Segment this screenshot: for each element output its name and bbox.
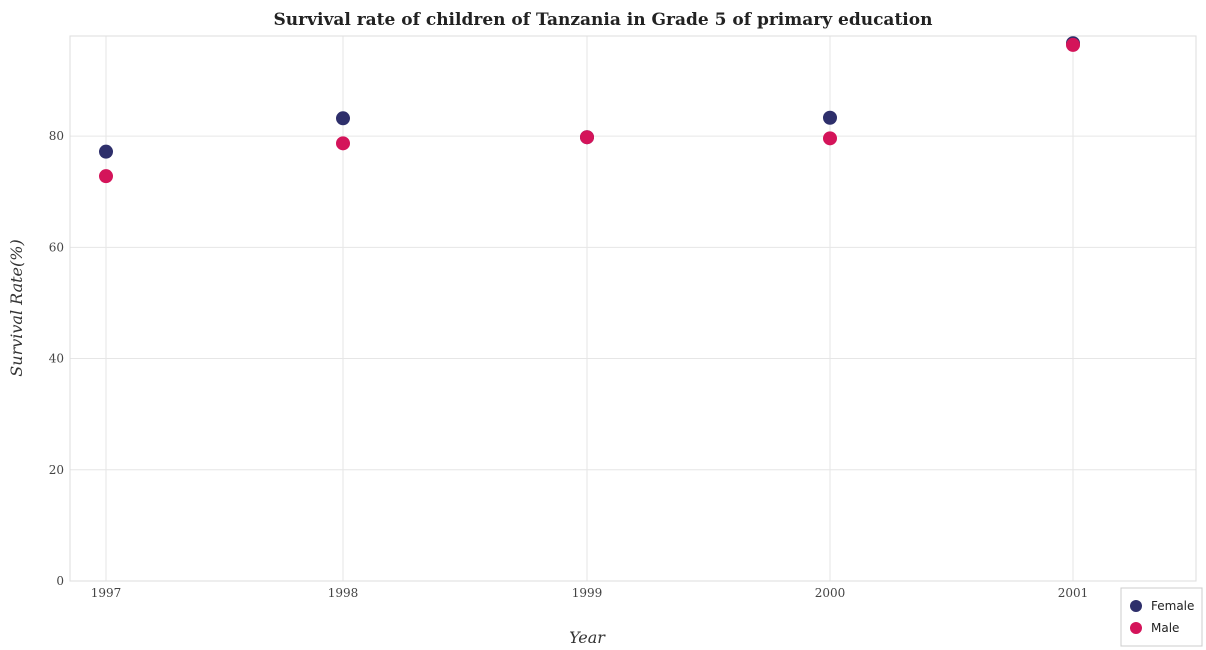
data-point-male-1999 bbox=[580, 130, 594, 145]
y-tick-label: 80 bbox=[49, 129, 64, 143]
data-point-female-2000 bbox=[823, 110, 837, 125]
x-tick-label: 2000 bbox=[815, 586, 846, 600]
data-point-male-1998 bbox=[336, 136, 350, 151]
x-axis-label: Year bbox=[569, 628, 606, 647]
legend-label-male: Male bbox=[1151, 621, 1179, 635]
data-point-male-2001 bbox=[1066, 37, 1080, 52]
legend-box bbox=[1120, 587, 1203, 647]
data-point-male-2000 bbox=[823, 131, 837, 146]
y-tick-label: 20 bbox=[49, 463, 64, 477]
y-tick-label: 0 bbox=[56, 574, 64, 588]
x-tick-label: 1998 bbox=[328, 586, 359, 600]
y-tick-labels: 0 20 40 60 80 bbox=[49, 129, 64, 588]
x-tick-label: 1999 bbox=[572, 586, 603, 600]
grid-layer bbox=[70, 36, 1196, 582]
data-point-female-1998 bbox=[336, 111, 350, 126]
legend-marker-female bbox=[1130, 600, 1142, 612]
y-tick-label: 40 bbox=[49, 352, 64, 366]
x-tick-label: 1997 bbox=[91, 586, 122, 600]
y-tick-label: 60 bbox=[49, 240, 64, 254]
chart-title: Survival rate of children of Tanzania in… bbox=[274, 10, 933, 30]
x-tick-labels: 1997 1998 1999 2000 2001 bbox=[91, 586, 1089, 600]
legend-label-female: Female bbox=[1151, 599, 1194, 613]
data-point-male-1997 bbox=[99, 169, 113, 184]
data-point-female-1997 bbox=[99, 144, 113, 159]
legend-marker-male bbox=[1130, 622, 1142, 634]
points-layer bbox=[99, 36, 1080, 184]
x-tick-label: 2001 bbox=[1058, 586, 1089, 600]
plot-frame bbox=[69, 35, 1197, 582]
legend: Female Male bbox=[1120, 587, 1203, 647]
y-axis-label: Survival Rate(%) bbox=[7, 239, 26, 376]
